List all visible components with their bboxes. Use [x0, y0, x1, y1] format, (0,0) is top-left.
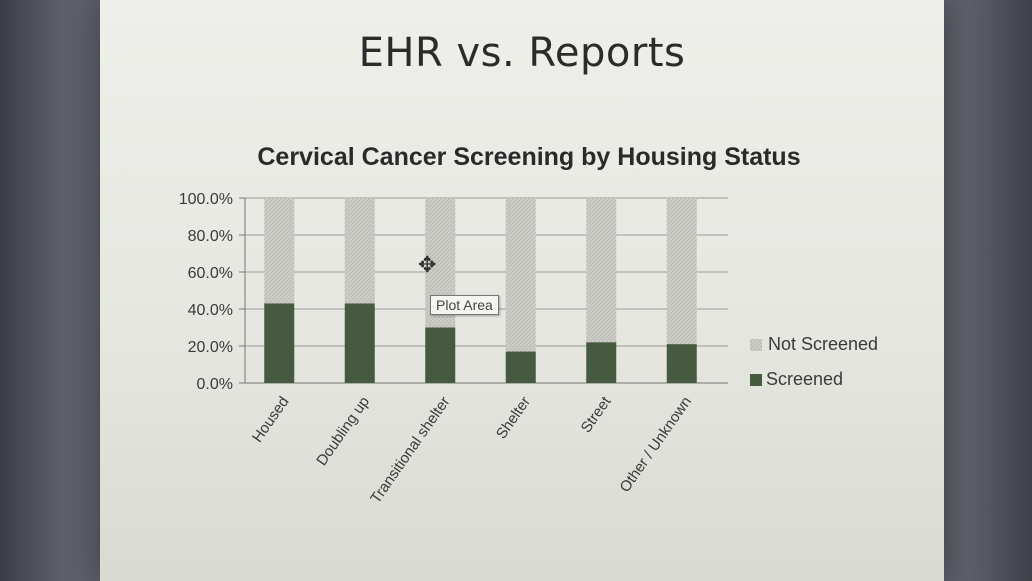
bar-screened[interactable] [666, 344, 697, 383]
x-tick-label: Shelter [493, 394, 534, 443]
move-cursor-icon: ✥ [418, 252, 437, 277]
x-tick-label: Street [578, 393, 615, 436]
x-tick-label: Transitional shelter [367, 394, 453, 507]
bar-screened[interactable] [264, 303, 295, 383]
y-tick-label: 0.0% [197, 376, 233, 393]
y-tick-label: 100.0% [179, 191, 233, 208]
plot-area-tooltip: Plot Area [430, 295, 499, 315]
bar-not-screened[interactable] [586, 198, 617, 343]
plot-area[interactable]: 0.0% 20.0% 40.0% 60.0% 80.0% 100.0% Housed Doub… [179, 191, 728, 507]
legend-label: Not Screened [768, 334, 878, 354]
x-tick-label: Other / Unknown [617, 394, 695, 496]
slide-title: EHR vs. Reports [358, 30, 686, 76]
x-tick-label: Doubling up [313, 394, 373, 469]
legend-swatch-screened [750, 374, 762, 386]
bar-not-screened[interactable] [264, 198, 295, 304]
bar-not-screened[interactable] [666, 198, 697, 345]
bar-not-screened[interactable] [344, 198, 375, 304]
chart-title: Cervical Cancer Screening by Housing Sta… [257, 143, 800, 171]
x-tick-label: Housed [249, 394, 293, 446]
legend-label: Screened [766, 369, 843, 389]
bar-screened[interactable] [505, 351, 536, 383]
bar-screened[interactable] [425, 327, 456, 384]
y-tick-label: 60.0% [188, 265, 233, 282]
bar-screened[interactable] [344, 303, 375, 383]
bar-not-screened[interactable] [505, 198, 536, 352]
legend: Not Screened Screened [750, 334, 878, 389]
y-tick-label: 80.0% [188, 228, 233, 245]
y-tick-label: 40.0% [188, 302, 233, 319]
legend-swatch-not-screened [750, 339, 762, 351]
y-tick-label: 20.0% [188, 339, 233, 356]
bar-screened[interactable] [586, 342, 617, 383]
